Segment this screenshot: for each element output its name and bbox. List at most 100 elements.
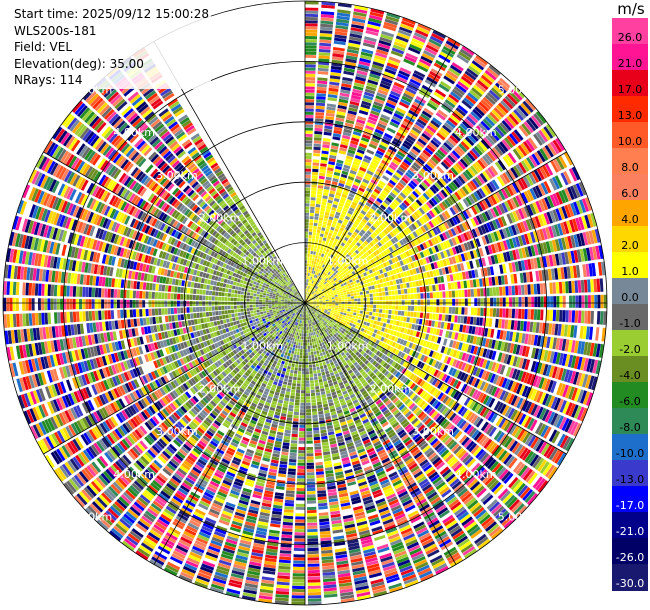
radar-gate (399, 223, 405, 230)
radar-gate (566, 324, 572, 337)
radar-gate (431, 246, 437, 254)
radar-gate (329, 190, 336, 195)
radar-gate (382, 237, 388, 243)
radar-gate (314, 357, 318, 361)
radar-gate (360, 103, 371, 110)
radar-gate (512, 165, 522, 177)
radar-gate (316, 300, 320, 302)
radar-gate (314, 127, 323, 132)
radar-gate (330, 274, 334, 278)
radar-gate (477, 159, 486, 170)
radar-gate (389, 346, 394, 352)
radar-gate (344, 215, 351, 221)
radar-gate (352, 131, 362, 137)
radar-gate (360, 345, 365, 350)
radar-gate (314, 354, 318, 358)
radar-gate (505, 392, 512, 403)
radar-gate (359, 212, 365, 218)
radar-gate (559, 400, 567, 413)
radar-gate (323, 218, 328, 222)
radar-gate (382, 157, 391, 164)
radar-gate (497, 159, 507, 171)
radar-gate (437, 381, 444, 389)
radar-gate (373, 271, 378, 277)
radar-gate (364, 246, 370, 251)
radar-gate (325, 266, 329, 270)
radar-gate (305, 102, 315, 106)
radar-gate (515, 297, 519, 307)
radar-gate (337, 277, 341, 281)
radar-gate (398, 332, 404, 339)
radar-gate (313, 225, 317, 230)
radar-gate (362, 324, 366, 329)
radar-gate (319, 352, 323, 357)
radar-gate (309, 263, 312, 267)
radar-gate (308, 269, 311, 273)
radar-gate (397, 326, 402, 332)
radar-gate (540, 309, 544, 321)
radar-gate (434, 277, 438, 284)
radar-gate (493, 107, 505, 118)
radar-gate (309, 299, 313, 302)
radar-gate (428, 210, 436, 218)
radar-gate (374, 534, 386, 541)
radar-gate (335, 162, 343, 167)
radar-gate (365, 287, 369, 291)
radar-gate (310, 197, 316, 201)
radar-gate (428, 99, 439, 108)
radar-gate (508, 367, 515, 378)
radar-gate (312, 284, 315, 288)
radar-gate (340, 224, 346, 229)
radar-gate (338, 230, 343, 235)
radar-gate (547, 466, 558, 480)
radar-gate (401, 221, 408, 228)
radar-gate (441, 175, 449, 184)
radar-gate (506, 93, 519, 105)
radar-gate (531, 153, 541, 166)
radar-gate (401, 300, 405, 305)
radar-gate (590, 212, 597, 227)
radar-gate (351, 20, 365, 27)
radar-gate (588, 230, 595, 245)
radar-gate (421, 205, 428, 213)
radar-gate (305, 133, 313, 137)
radar-gate (349, 322, 353, 327)
radar-gate (374, 152, 383, 159)
radar-gate (325, 116, 335, 121)
radar-gate (352, 315, 356, 319)
radar-gate (354, 276, 359, 281)
radar-gate (389, 352, 394, 359)
radar-gate (385, 151, 394, 158)
radar-gate (451, 315, 455, 323)
radar-gate (349, 314, 353, 318)
radar-gate (451, 237, 457, 246)
radar-gate (572, 218, 579, 232)
radar-gate (311, 175, 318, 179)
radar-gate (305, 143, 313, 147)
radar-gate (316, 265, 320, 269)
radar-gate (326, 205, 332, 210)
radar-gate (390, 90, 401, 98)
radar-gate (409, 373, 415, 380)
radar-gate (476, 104, 488, 115)
radar-gate (370, 179, 378, 185)
radar-gate (395, 371, 401, 378)
radar-gate (332, 276, 336, 280)
radar-gate (329, 154, 337, 159)
radar-gate (328, 287, 332, 291)
radar-gate (563, 152, 573, 166)
radar-gate (315, 239, 319, 243)
radar-gate (322, 224, 327, 228)
radar-gate (543, 444, 553, 457)
radar-gate (404, 219, 410, 226)
radar-gate (311, 238, 315, 242)
radar-gate (347, 45, 360, 51)
radar-gate (388, 145, 397, 153)
radar-gate (529, 374, 536, 386)
radar-gate (532, 186, 540, 199)
radar-gate (326, 319, 330, 322)
radar-gate (572, 184, 581, 198)
radar-gate (341, 83, 352, 88)
radar-gate (353, 321, 357, 325)
radar-gate (348, 146, 357, 152)
